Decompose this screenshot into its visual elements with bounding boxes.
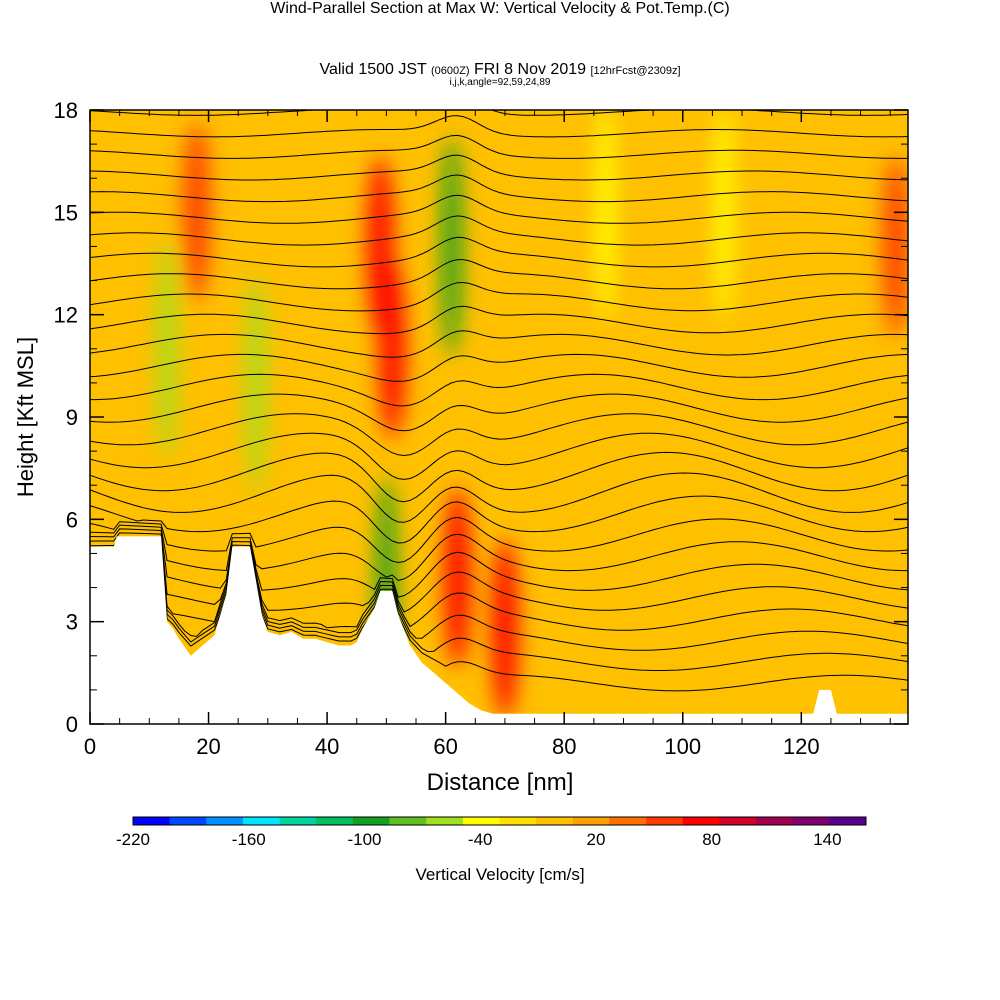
isentrope-line	[90, 236, 908, 268]
isentrope-line	[90, 393, 908, 432]
y-tick-label: 0	[66, 712, 78, 737]
x-tick-label: 0	[84, 734, 96, 759]
colorbar-swatch	[279, 817, 317, 825]
downdraft-core	[714, 110, 735, 323]
isentrope-line	[90, 281, 908, 312]
isentrope-line	[90, 541, 908, 651]
downdraft-core	[157, 238, 178, 459]
colorbar-tick-label: -220	[116, 830, 150, 849]
colorbar-tick-label: -100	[347, 830, 381, 849]
colorbar-tick-label: 80	[702, 830, 721, 849]
chart-title: Wind-Parallel Section at Max W: Vertical…	[0, 0, 1000, 18]
chart-subtitle: Valid 1500 JST (0600Z) FRI 8 Nov 2019 [1…	[0, 61, 1000, 79]
colorbar-swatch	[352, 817, 390, 825]
downdraft-core	[245, 272, 266, 493]
grid-info: i,j,k,angle=92,59,24,89	[449, 77, 551, 88]
x-axis: 0 20 40 60 80 100 120	[84, 110, 891, 759]
y-tick-label: 15	[54, 200, 78, 225]
colorbar-tick-label: -160	[232, 830, 266, 849]
terrain-mask	[90, 536, 908, 724]
y-tick-label: 9	[66, 405, 78, 430]
isentrope-line	[90, 55, 908, 73]
y-tick-label: 12	[54, 303, 78, 328]
colorbar-swatch	[536, 817, 574, 825]
colorbar-swatch	[426, 817, 464, 825]
colorbar-swatch	[206, 817, 244, 825]
isentrope-line	[90, 330, 908, 358]
colorbar-swatch	[499, 817, 537, 825]
updraft-core	[882, 156, 908, 337]
isentrope-line	[90, 495, 908, 544]
isentrope-line	[90, 115, 908, 138]
isentrope-line	[90, 174, 908, 203]
x-tick-label: 20	[196, 734, 220, 759]
isentrope-line	[90, 413, 908, 457]
colorbar-label: Vertical Velocity [cm/s]	[415, 865, 584, 884]
isentrope-line	[90, 516, 908, 564]
downdraft-core	[441, 136, 462, 357]
colorbar-swatch	[462, 817, 500, 825]
colorbar-swatch	[756, 817, 793, 825]
colorbar-swatch	[572, 817, 610, 825]
isentrope-line	[90, 373, 908, 407]
colorbar-swatch	[169, 817, 207, 825]
colorbar-frame	[132, 816, 867, 826]
colorbar-swatch	[682, 817, 720, 825]
y-axis: 0 3 6 9 12 15 18	[54, 98, 908, 737]
colorbar-tick-label: 20	[586, 830, 605, 849]
colorbar-swatch	[242, 817, 280, 825]
colorbar-swatch	[646, 817, 684, 825]
chart-title-text: Wind-Parallel Section at Max W: Vertical…	[270, 0, 708, 17]
isentrope-line	[90, 305, 908, 335]
colorbar-tick-labels: -220 -160 -100 -40 20 80 140	[116, 830, 842, 849]
y-axis-label: Height [Kft MSL]	[13, 337, 38, 497]
downdraft-core	[595, 110, 616, 323]
isentrope-line	[90, 259, 908, 290]
colorbar-swatch	[719, 817, 757, 825]
isentrope-line	[90, 432, 908, 480]
isentrope-line	[90, 451, 908, 503]
valid-utc: (0600Z)	[430, 65, 470, 77]
isentrope-line	[90, 134, 908, 159]
colorbar-swatch	[829, 817, 867, 825]
y-tick-label: 6	[66, 507, 78, 532]
x-tick-label: 100	[664, 734, 701, 759]
colorbar-swatch	[609, 817, 647, 825]
updraft-core	[378, 258, 407, 439]
isentrope-line	[90, 472, 908, 523]
colorbar-swatch	[316, 817, 354, 825]
colorbar-swatch	[389, 817, 427, 825]
copyright-mark: (C)	[707, 0, 730, 17]
isentrope-line	[90, 545, 908, 671]
x-tick-label: 120	[783, 734, 820, 759]
updraft-core	[443, 487, 472, 668]
isentrope-line	[90, 215, 908, 246]
isentrope-line	[90, 524, 908, 581]
isentrope-line	[90, 75, 908, 94]
x-tick-label: 80	[552, 734, 576, 759]
colorbar-tick-label: -40	[468, 830, 493, 849]
isentrope-line	[90, 536, 908, 631]
colorbar-tick-label: 140	[813, 830, 841, 849]
isentrope-line	[90, 532, 908, 613]
y-tick-label: 18	[54, 98, 78, 123]
x-tick-label: 40	[315, 734, 339, 759]
y-tick-label: 3	[66, 610, 78, 635]
colorbar-swatch	[792, 817, 830, 825]
updraft-core	[490, 538, 519, 719]
colorbar	[132, 816, 867, 826]
x-tick-label: 60	[433, 734, 457, 759]
updraft-core	[182, 122, 211, 303]
forecast-info: [12hrFcst@2309z]	[590, 65, 681, 77]
isentrope-line	[90, 194, 908, 224]
valid-time: Valid 1500 JST	[319, 61, 427, 78]
colorbar-swatch	[133, 817, 170, 825]
isentrope-line	[90, 154, 908, 181]
x-axis-label: Distance [nm]	[427, 769, 574, 796]
isentrope-line	[90, 353, 908, 382]
valid-date: FRI 8 Nov 2019	[473, 61, 587, 78]
isentrope-line	[90, 528, 908, 598]
